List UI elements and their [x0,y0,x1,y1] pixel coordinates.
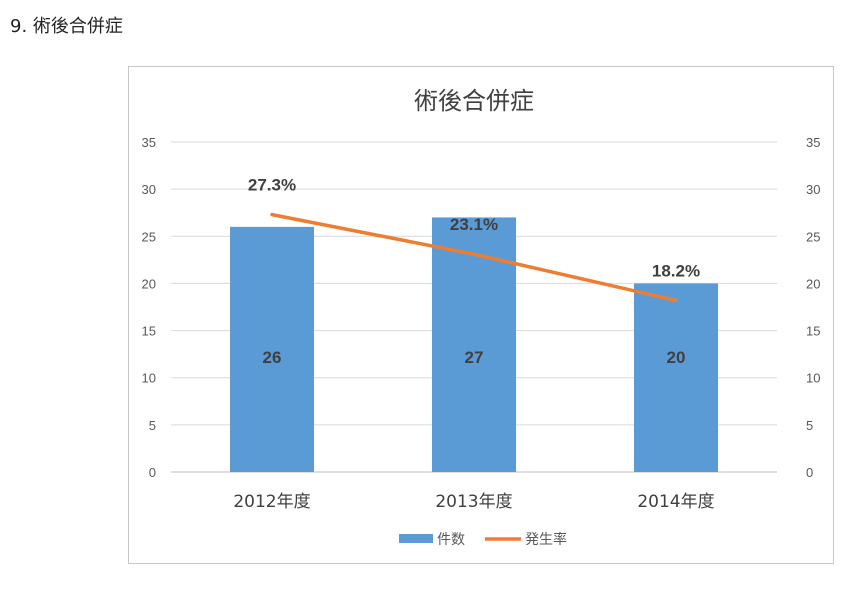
bar-value-label: 20 [667,348,686,367]
bar-value-label: 26 [263,348,282,367]
legend-label-count: 件数 [437,532,465,548]
rate-value-label: 18.2% [652,261,700,280]
y2-tick-label: 15 [806,324,820,339]
chart-svg: 術後合併症 0 5 10 15 20 25 30 35 0 5 10 15 20 25 30 35 26 27 20 2… [142,87,821,548]
bar-value-label: 27 [465,348,484,367]
x-category-label: 2013年度 [435,492,512,512]
y2-tick-label: 10 [806,371,820,386]
y-tick-label: 20 [142,276,156,291]
y2-tick-label: 0 [806,465,813,480]
bar [634,283,718,472]
rate-line [270,212,678,303]
rate-value-label: 23.1% [450,215,498,234]
chart-frame: 術後合併症 0 5 10 15 20 25 30 35 0 5 10 15 20 25 30 35 26 27 20 2… [128,66,834,564]
legend-label-rate: 発生率 [525,531,567,548]
y-tick-label: 15 [142,324,156,339]
chart-title: 術後合併症 [414,87,534,115]
legend-swatch-count [399,534,433,543]
y2-tick-label: 25 [806,229,820,244]
rate-value-label: 27.3% [248,176,296,195]
x-category-label: 2014年度 [637,492,714,512]
y-tick-label: 0 [149,465,156,480]
y2-tick-label: 35 [806,135,820,150]
section-heading: 9. 術後合併症 [10,16,123,37]
x-category-label: 2012年度 [233,492,310,512]
y2-tick-label: 5 [806,418,813,433]
y-tick-label: 35 [142,135,156,150]
y2-tick-label: 20 [806,276,820,291]
y2-tick-label: 30 [806,182,820,197]
y-tick-label: 5 [149,418,156,433]
y-tick-label: 30 [142,182,156,197]
y-tick-label: 10 [142,371,156,386]
y-tick-label: 25 [142,229,156,244]
bar [230,226,314,472]
